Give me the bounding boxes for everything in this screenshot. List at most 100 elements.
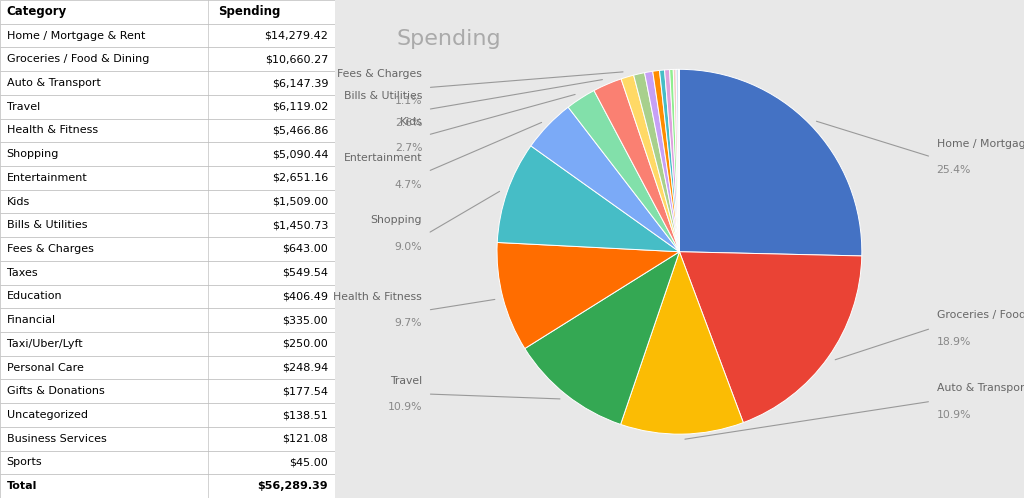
Wedge shape [670,69,680,251]
Text: $248.94: $248.94 [282,363,328,373]
Text: $10,660.27: $10,660.27 [265,54,328,64]
Text: Travel: Travel [7,102,40,112]
Text: Spending: Spending [218,5,280,18]
Text: 4.7%: 4.7% [394,180,422,190]
Text: Health & Fitness: Health & Fitness [334,292,422,302]
Bar [0,356,335,379]
Text: 9.0%: 9.0% [394,242,422,251]
Text: Bills & Utilities: Bills & Utilities [7,220,87,230]
Text: Bills & Utilities: Bills & Utilities [344,91,422,101]
Text: $6,147.39: $6,147.39 [271,78,328,88]
Text: $643.00: $643.00 [283,244,328,254]
Text: Groceries / Food &...: Groceries / Food &... [937,310,1024,320]
Wedge shape [497,243,680,349]
Bar [0,451,335,474]
Wedge shape [634,73,680,251]
Wedge shape [622,75,680,251]
Text: Fees & Charges: Fees & Charges [7,244,93,254]
Bar [0,474,335,498]
Text: Education: Education [7,291,62,301]
Wedge shape [644,71,680,251]
Text: $549.54: $549.54 [283,268,328,278]
Bar [0,237,335,261]
Text: 2.6%: 2.6% [394,118,422,127]
Bar [0,284,335,308]
Text: 25.4%: 25.4% [937,165,971,175]
Text: $2,651.16: $2,651.16 [272,173,328,183]
Text: Category: Category [7,5,67,18]
Wedge shape [680,251,862,423]
Text: $1,509.00: $1,509.00 [272,197,328,207]
Wedge shape [530,107,680,251]
Text: $121.08: $121.08 [283,434,328,444]
Bar [0,0,335,24]
Text: Home / Mortgage &...: Home / Mortgage &... [937,138,1024,149]
Bar [0,47,335,71]
Bar [0,24,335,47]
Wedge shape [621,251,743,434]
Text: $5,466.86: $5,466.86 [271,125,328,135]
Text: Business Services: Business Services [7,434,106,444]
Text: $138.51: $138.51 [283,410,328,420]
Text: Sports: Sports [7,458,42,468]
Wedge shape [659,70,680,251]
Text: Groceries / Food & Dining: Groceries / Food & Dining [7,54,150,64]
Text: Entertainment: Entertainment [7,173,87,183]
Text: 2.7%: 2.7% [394,143,422,153]
Text: $56,289.39: $56,289.39 [257,481,328,491]
Text: Taxi/Uber/Lyft: Taxi/Uber/Lyft [7,339,82,349]
Bar [0,427,335,451]
Text: Gifts & Donations: Gifts & Donations [7,386,104,396]
Bar [0,190,335,214]
Wedge shape [679,69,862,256]
Bar [0,332,335,356]
Text: Auto & Transport: Auto & Transport [7,78,100,88]
Text: Uncategorized: Uncategorized [7,410,88,420]
Wedge shape [525,251,680,424]
Bar [0,261,335,284]
Text: $14,279.42: $14,279.42 [264,30,328,40]
Text: 9.7%: 9.7% [394,318,422,328]
Text: $45.00: $45.00 [290,458,328,468]
Text: Home / Mortgage & Rent: Home / Mortgage & Rent [7,30,145,40]
Bar [0,142,335,166]
Text: 18.9%: 18.9% [937,337,971,347]
Text: $5,090.44: $5,090.44 [271,149,328,159]
Text: Fees & Charges: Fees & Charges [337,69,422,79]
Bar [0,308,335,332]
Text: Shopping: Shopping [7,149,59,159]
Text: Spending: Spending [396,29,502,49]
Text: $335.00: $335.00 [283,315,328,325]
Bar [0,71,335,95]
Wedge shape [673,69,680,251]
Text: $6,119.02: $6,119.02 [271,102,328,112]
Text: Total: Total [7,481,37,491]
Text: Entertainment: Entertainment [344,153,422,163]
Text: 10.9%: 10.9% [937,409,971,419]
Wedge shape [594,79,680,251]
Text: $177.54: $177.54 [283,386,328,396]
Text: $250.00: $250.00 [283,339,328,349]
Text: Shopping: Shopping [371,215,422,225]
Wedge shape [665,70,680,251]
Wedge shape [676,69,680,251]
Text: Taxes: Taxes [7,268,37,278]
Text: Health & Fitness: Health & Fitness [7,125,98,135]
Text: Kids: Kids [7,197,30,207]
Bar [0,166,335,190]
Wedge shape [652,70,680,251]
Text: Financial: Financial [7,315,56,325]
Bar [0,214,335,237]
Text: Kids: Kids [399,117,422,127]
Wedge shape [568,91,680,251]
Wedge shape [498,146,680,251]
Text: Personal Care: Personal Care [7,363,84,373]
Bar [0,95,335,119]
Text: 1.1%: 1.1% [394,96,422,106]
Text: $406.49: $406.49 [283,291,328,301]
Text: $1,450.73: $1,450.73 [271,220,328,230]
Text: 10.9%: 10.9% [388,402,422,412]
Bar [0,119,335,142]
Text: Auto & Transport: Auto & Transport [937,383,1024,393]
Bar [0,403,335,427]
